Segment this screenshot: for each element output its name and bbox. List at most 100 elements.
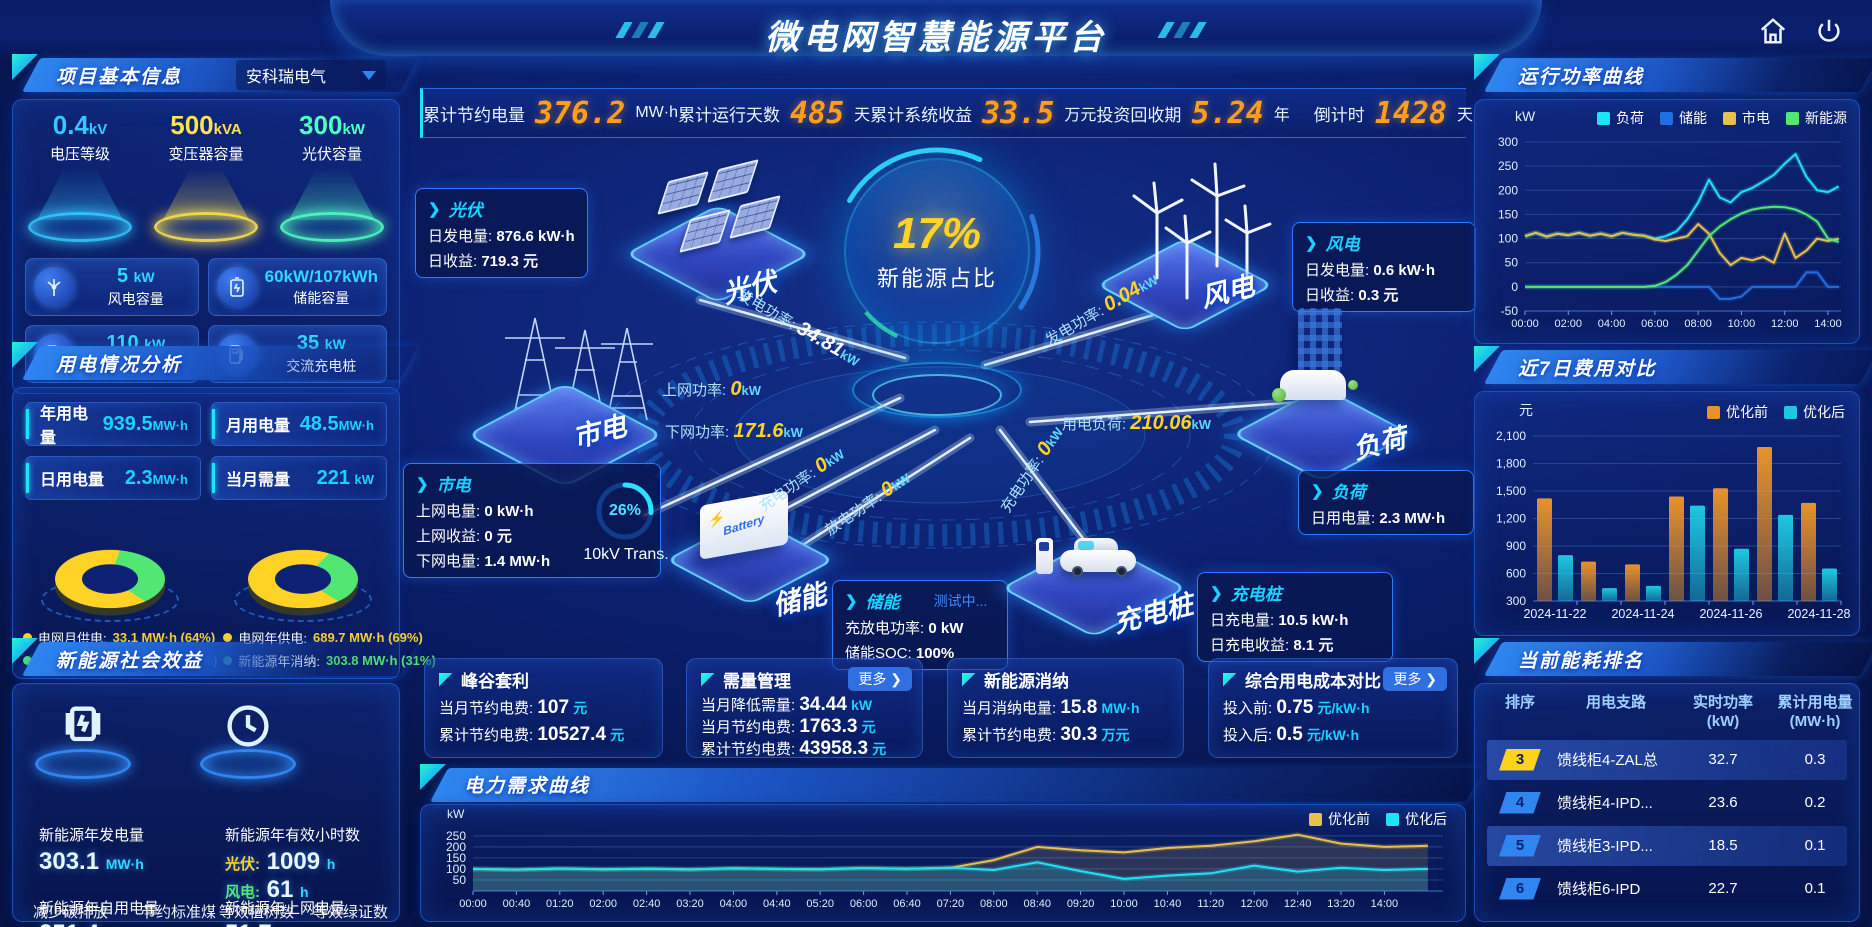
panel-usage-analysis: 用电情况分析 年用电量 939.5MW·h 月用电量 48.5MW·h 日用电量…: [12, 342, 436, 679]
rank-badge: 6: [1499, 877, 1541, 900]
legend-item: 负荷: [1597, 108, 1644, 128]
load-tooltip: ❯ 负荷 日用电量: 2.3 MW·h: [1298, 470, 1474, 535]
benefit-value: 303.1 MW·h: [39, 848, 144, 875]
benefit-label: 等效绿证数: [313, 904, 389, 921]
svg-text:1,800: 1,800: [1496, 457, 1526, 471]
chevron-down-icon: [362, 70, 376, 80]
svg-text:09:20: 09:20: [1067, 898, 1095, 910]
home-icon[interactable]: [1758, 16, 1788, 46]
pedestal-voltage: 0.4kV 电压等级: [25, 110, 135, 260]
chart-legend: 优化前 优化后: [1309, 809, 1447, 829]
svg-text:00:00: 00:00: [459, 898, 487, 910]
stat-month-demand: 当月需量 221 kW: [211, 456, 387, 500]
svg-text:250: 250: [1498, 159, 1518, 173]
donut-month-consumption: [35, 520, 185, 622]
more-button[interactable]: 更多 ❯: [848, 667, 912, 691]
pedestal-transformer: 500kVA 变压器容量: [151, 110, 261, 260]
benefit-label: 新能源年有效小时数: [225, 827, 361, 844]
svg-text:06:00: 06:00: [850, 898, 878, 910]
svg-text:600: 600: [1506, 567, 1526, 581]
more-button[interactable]: 更多 ❯: [1383, 667, 1447, 691]
card-storage-capacity: 60kW/107kWh 储能容量: [207, 258, 387, 316]
table-row[interactable]: 5 馈线柜3-IPD... 18.5 0.1: [1487, 825, 1847, 866]
benefit-value: 光伏: 1009 h: [225, 848, 336, 875]
svg-text:10:00: 10:00: [1110, 898, 1138, 910]
stat-payback: 投资回收期 5.24 年 倒计时 1428 天: [1096, 95, 1473, 131]
benefit-value: 251.4 MW·h: [39, 920, 144, 927]
svg-text:00:40: 00:40: [503, 898, 531, 910]
panel-title: 近7日费用对比: [1518, 359, 1657, 380]
benefit-label: 新能源年发电量: [39, 827, 145, 844]
panel-title: 当前能耗排名: [1518, 651, 1645, 672]
benefit-label: 节约标准煤: [141, 904, 217, 921]
svg-text:06:40: 06:40: [893, 898, 921, 910]
benefit-label: 新能源年上网电量: [225, 900, 346, 917]
svg-text:04:00: 04:00: [1598, 318, 1626, 330]
storage-tooltip: ❯ 储能 测试中... 充放电功率: 0 kW 储能SOC: 100%: [832, 580, 1008, 670]
svg-text:200: 200: [446, 840, 466, 854]
table-row[interactable]: 4 馈线柜4-IPD... 23.6 0.2: [1487, 783, 1847, 823]
svg-text:02:00: 02:00: [1555, 318, 1583, 330]
card-wind-capacity: 5 kW 风电容量: [25, 258, 199, 316]
svg-text:04:00: 04:00: [720, 898, 748, 910]
legend-item: 新能源: [1786, 108, 1847, 128]
table-row[interactable]: 3 馈线柜4-ZAL总 32.7 0.3: [1487, 739, 1847, 780]
benefit-label: 减少碳排放: [33, 904, 109, 921]
benefit-label: 等效植树数: [219, 904, 295, 921]
svg-text:250: 250: [446, 829, 466, 843]
svg-text:900: 900: [1506, 539, 1526, 553]
svg-text:06:00: 06:00: [1641, 318, 1669, 330]
svg-text:1,200: 1,200: [1496, 512, 1526, 526]
rank-badge: 4: [1499, 791, 1541, 814]
y-axis-unit: kW: [1515, 108, 1536, 124]
renewable-share-bubble: 17% 新能源占比: [844, 158, 1030, 344]
panel-social-benefits: 新能源社会效益 新能源年发电量 303.1 MW·h 新能源年有效小时数 光伏:…: [12, 638, 419, 927]
legend-item: 优化前: [1707, 402, 1768, 422]
flow-load-power: 用电负荷: 210.06kW: [1062, 412, 1212, 434]
cost-compare-chart: 300 600 900 1,200 1,500 1,800 2,100 2024-11-22 2…: [1483, 422, 1851, 627]
svg-text:1,500: 1,500: [1496, 484, 1526, 498]
chart-legend: 优化前 优化后: [1707, 402, 1845, 422]
stat-energy-saved: 累计节约电量 376.2 MW·h: [423, 95, 678, 131]
svg-text:100: 100: [446, 862, 466, 876]
renewable-share-value: 17%: [892, 209, 982, 258]
svg-text:150: 150: [446, 851, 466, 865]
power-icon[interactable]: [1814, 16, 1844, 46]
svg-text:0: 0: [1511, 280, 1518, 294]
svg-text:-50: -50: [1501, 304, 1519, 318]
pv-tooltip: ❯ 光伏 日发电量: 876.6 kW·h 日收益: 719.3 元: [415, 188, 588, 278]
company-dropdown[interactable]: 安科瑞电气: [236, 60, 386, 90]
panel-energy-ranking: 当前能耗排名 排序 用电支路 实时功率 (kW) 累计用电量 (MW·h) 3 馈线…: [1474, 638, 1872, 922]
panel-peak-valley-arbitrage: 峰谷套利 当月节约电费: 107 元 累计节约电费: 10527.4 元: [424, 658, 663, 758]
svg-text:12:00: 12:00: [1771, 318, 1799, 330]
svg-text:2024-11-26: 2024-11-26: [1699, 607, 1762, 621]
panel-title: 用电情况分析: [56, 355, 183, 376]
page-title: 微电网智慧能源平台: [765, 19, 1107, 57]
svg-text:2024-11-24: 2024-11-24: [1611, 607, 1674, 621]
legend-item: 优化后: [1784, 402, 1845, 422]
svg-text:03:20: 03:20: [676, 898, 704, 910]
stat-system-revenue: 累计系统收益 33.5 万元: [870, 95, 1097, 131]
svg-text:14:00: 14:00: [1371, 898, 1399, 910]
charger-tooltip: ❯ 充电桩 日充电量: 10.5 kW·h 日充电收益: 8.1 元: [1197, 572, 1393, 662]
stat-year-usage: 年用电量 939.5MW·h: [25, 402, 201, 447]
panel-project-info: 项目基本信息 安科瑞电气 0.4kV 电压等级 500kVA 变压器容量: [12, 54, 419, 394]
generator-icon: [23, 700, 143, 792]
panel-title: 新能源社会效益: [56, 651, 204, 672]
panel-power-curve: 运行功率曲线 kW 负荷 储能 市电 新能源 -50 0 50 100 150 200 250 30…: [1474, 54, 1872, 344]
flow-to-grid: 上网功率: 0kW: [662, 378, 761, 400]
table-row[interactable]: 6 馈线柜6-IPD 22.7 0.1: [1487, 869, 1847, 909]
stat-month-usage: 月用电量 48.5MW·h: [211, 402, 387, 446]
flow-from-grid: 下网功率: 171.6kW: [665, 420, 803, 442]
panel-demand-curve: 电力需求曲线 kW 优化前 优化后 50 100 150 200 250 00:00 00:4…: [420, 764, 1485, 922]
svg-text:00:00: 00:00: [1511, 318, 1539, 330]
svg-text:2024-11-22: 2024-11-22: [1523, 607, 1586, 621]
power-curve-chart: -50 0 50 100 150 200 250 300 00:00 02:00 04:00 06:0…: [1483, 130, 1851, 335]
panel-corner-icon: [701, 672, 715, 687]
panel-cost-comparison: 综合用电成本对比 更多 ❯ 投入前: 0.75 元/kW·h 投入后: 0.5 …: [1208, 658, 1458, 758]
svg-text:2,100: 2,100: [1496, 429, 1526, 443]
svg-text:300: 300: [1506, 594, 1526, 608]
svg-text:50: 50: [453, 873, 467, 887]
legend-item: 储能: [1660, 108, 1707, 128]
renewable-share-label: 新能源占比: [876, 266, 997, 291]
